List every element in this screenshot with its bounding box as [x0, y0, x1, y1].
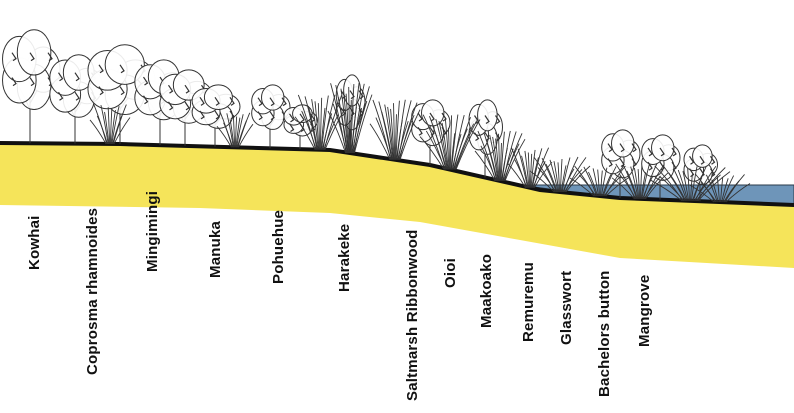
species-label: Glasswort — [558, 270, 575, 345]
soil-band — [0, 143, 794, 268]
grass-tuft-icon — [611, 163, 669, 200]
tree-outline-icon — [2, 29, 61, 144]
grass-tuft-icon — [529, 156, 591, 193]
grass-tuft-icon — [216, 112, 254, 148]
grass-tuft-icon — [649, 165, 731, 202]
tree-outline-icon — [468, 99, 504, 178]
species-label: Remuremu — [520, 262, 537, 342]
grass-tuft-icon — [369, 99, 421, 160]
species-label: Bachelors button — [596, 270, 613, 397]
grass-tuft-icon — [474, 130, 526, 182]
species-label: Mingimingi — [144, 190, 161, 272]
grass-tuft-icon — [569, 165, 631, 197]
species-label: Coprosma rhamnoides — [84, 207, 101, 375]
tree-outline-icon — [411, 99, 451, 165]
vegetation-layer — [2, 29, 751, 203]
species-label: Mangrove — [636, 274, 653, 347]
species-label: Manuka — [207, 220, 224, 278]
grass-tuft-icon — [689, 173, 751, 203]
species-label: Oioi — [442, 258, 459, 288]
species-label: Saltmarsh Ribbonwood — [404, 229, 421, 401]
species-label: Pohuehue — [270, 209, 287, 284]
grass-tuft-icon — [507, 147, 553, 188]
tree-outline-icon — [683, 144, 719, 202]
grass-tuft-icon — [327, 82, 373, 154]
tree-outline-icon — [191, 84, 241, 147]
grass-tuft-icon — [419, 114, 481, 170]
tree-outline-icon — [641, 134, 681, 200]
species-label: Harakeke — [336, 223, 353, 292]
grass-tuft-icon — [89, 103, 131, 145]
species-label: Maakoako — [478, 253, 495, 328]
species-label: Kowhai — [26, 215, 43, 270]
